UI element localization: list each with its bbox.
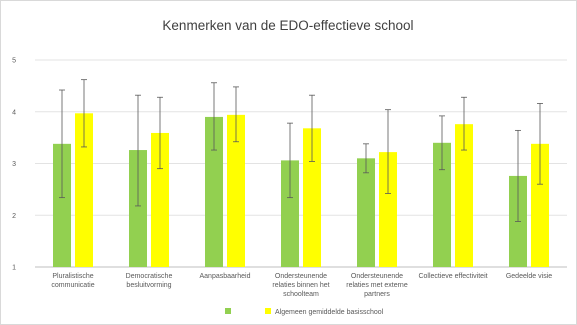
legend-label: Algemeen gemiddelde basisschool — [275, 309, 384, 316]
x-axis-category-labels: Pluralistische communicatie Democratische b… — [51, 273, 552, 298]
bar-series-2 — [75, 113, 93, 268]
y-tick-label: 4 — [12, 109, 16, 116]
legend: Algemeen gemiddelde basisschool — [225, 308, 384, 316]
category-label-line: Pluralistische — [52, 273, 93, 280]
bar-series-1 — [433, 142, 451, 267]
bar-series-2 — [303, 128, 321, 267]
y-tick-label: 1 — [12, 265, 16, 272]
error-bars — [59, 79, 543, 222]
category-label-line: communicatie — [51, 282, 94, 289]
y-tick-label: 3 — [12, 161, 16, 168]
bar-series-2 — [531, 143, 549, 267]
category-label-line: Collectieve effectiviteit — [418, 273, 487, 280]
category-label: Ondersteunende relaties met externe partne… — [346, 273, 408, 298]
category-label-line: schoolteam — [283, 291, 319, 298]
bars — [53, 113, 549, 268]
y-tick-label: 2 — [12, 213, 16, 220]
bar-series-1 — [205, 116, 223, 267]
category-label: Pluralistische communicatie — [51, 273, 94, 289]
bar-series-2 — [455, 124, 473, 267]
bar-series-1 — [129, 150, 147, 267]
category-label-line: relaties binnen het — [272, 282, 329, 289]
gridlines — [35, 59, 567, 268]
category-label-line: Gedeelde visie — [506, 273, 552, 280]
category-label-line: Ondersteunende — [275, 273, 327, 280]
category-label-line: Aanpasbaarheid — [200, 273, 251, 280]
category-label: Gedeelde visie — [506, 273, 552, 280]
y-tick-label: 5 — [12, 58, 16, 65]
bar-series-1 — [53, 143, 71, 267]
chart-title: Kenmerken van de EDO-effectieve school — [162, 18, 413, 33]
category-label: Collectieve effectiviteit — [418, 273, 487, 280]
bar-series-2 — [151, 132, 169, 267]
category-label-line: Democratische — [126, 273, 173, 280]
category-label-line: Ondersteunende — [351, 273, 403, 280]
bar-series-2 — [227, 114, 245, 267]
category-label: Ondersteunende relaties binnen het schoolt… — [272, 273, 329, 298]
legend-swatch-series-1 — [225, 308, 231, 314]
category-label-line: partners — [364, 291, 390, 298]
category-label: Aanpasbaarheid — [200, 273, 251, 280]
bar-series-1 — [281, 160, 299, 267]
y-axis-tick-labels: 1 2 3 4 5 — [12, 58, 16, 272]
bar-series-2 — [379, 152, 397, 267]
bar-series-1 — [357, 158, 375, 267]
category-label-line: besluitvorming — [126, 282, 171, 289]
category-label: Democratische besluitvorming — [126, 273, 173, 289]
category-label-line: relaties met externe — [346, 282, 408, 289]
legend-swatch-series-2 — [265, 308, 271, 314]
